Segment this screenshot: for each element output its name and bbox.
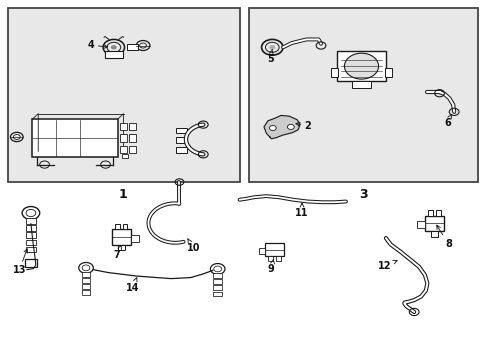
- Text: 4: 4: [87, 40, 107, 50]
- Bar: [26, 218, 36, 224]
- Bar: [213, 279, 222, 284]
- Text: 9: 9: [267, 260, 274, 274]
- Bar: [416, 221, 424, 228]
- Bar: [424, 216, 444, 231]
- Circle shape: [111, 45, 117, 49]
- Circle shape: [269, 126, 276, 131]
- Text: 1: 1: [118, 188, 127, 201]
- Bar: [81, 272, 90, 277]
- Bar: [25, 259, 37, 267]
- Bar: [267, 256, 272, 261]
- Bar: [176, 147, 186, 153]
- Bar: [81, 284, 90, 289]
- Bar: [351, 81, 370, 88]
- Circle shape: [287, 125, 294, 130]
- Text: 13: 13: [13, 249, 28, 275]
- Bar: [259, 248, 264, 254]
- Bar: [176, 128, 186, 134]
- Bar: [249, 8, 477, 182]
- Bar: [26, 232, 36, 238]
- Text: 12: 12: [377, 260, 396, 271]
- Bar: [336, 51, 385, 81]
- Bar: [213, 292, 222, 296]
- Bar: [118, 244, 124, 250]
- Bar: [213, 285, 222, 290]
- Text: 10: 10: [186, 239, 200, 253]
- Text: 7: 7: [113, 246, 121, 260]
- Bar: [330, 68, 337, 77]
- Bar: [120, 134, 127, 141]
- Text: 8: 8: [436, 225, 451, 249]
- Text: 5: 5: [266, 50, 273, 64]
- Bar: [122, 224, 127, 229]
- Bar: [8, 8, 239, 182]
- Bar: [427, 210, 432, 216]
- Bar: [120, 146, 127, 153]
- Bar: [127, 44, 138, 50]
- Text: 6: 6: [443, 114, 450, 128]
- Bar: [213, 273, 222, 278]
- Text: 11: 11: [295, 203, 308, 218]
- Bar: [26, 247, 36, 252]
- Bar: [430, 231, 437, 237]
- Bar: [81, 291, 90, 295]
- Bar: [120, 123, 127, 130]
- Bar: [32, 119, 118, 157]
- Text: 3: 3: [359, 188, 367, 201]
- Text: 2: 2: [295, 121, 311, 131]
- Bar: [115, 224, 120, 229]
- Bar: [112, 229, 131, 244]
- Bar: [122, 154, 128, 158]
- Ellipse shape: [344, 53, 378, 79]
- Bar: [384, 68, 391, 77]
- Circle shape: [269, 45, 275, 49]
- Bar: [26, 225, 36, 231]
- Bar: [264, 243, 283, 256]
- Bar: [176, 137, 186, 143]
- Bar: [275, 256, 280, 261]
- Bar: [105, 51, 122, 58]
- Bar: [129, 123, 136, 130]
- Bar: [26, 239, 36, 245]
- Bar: [129, 134, 136, 141]
- Bar: [81, 278, 90, 283]
- Bar: [131, 234, 139, 242]
- Polygon shape: [264, 116, 300, 139]
- Bar: [129, 146, 136, 153]
- Text: 14: 14: [125, 278, 139, 293]
- Bar: [435, 210, 440, 216]
